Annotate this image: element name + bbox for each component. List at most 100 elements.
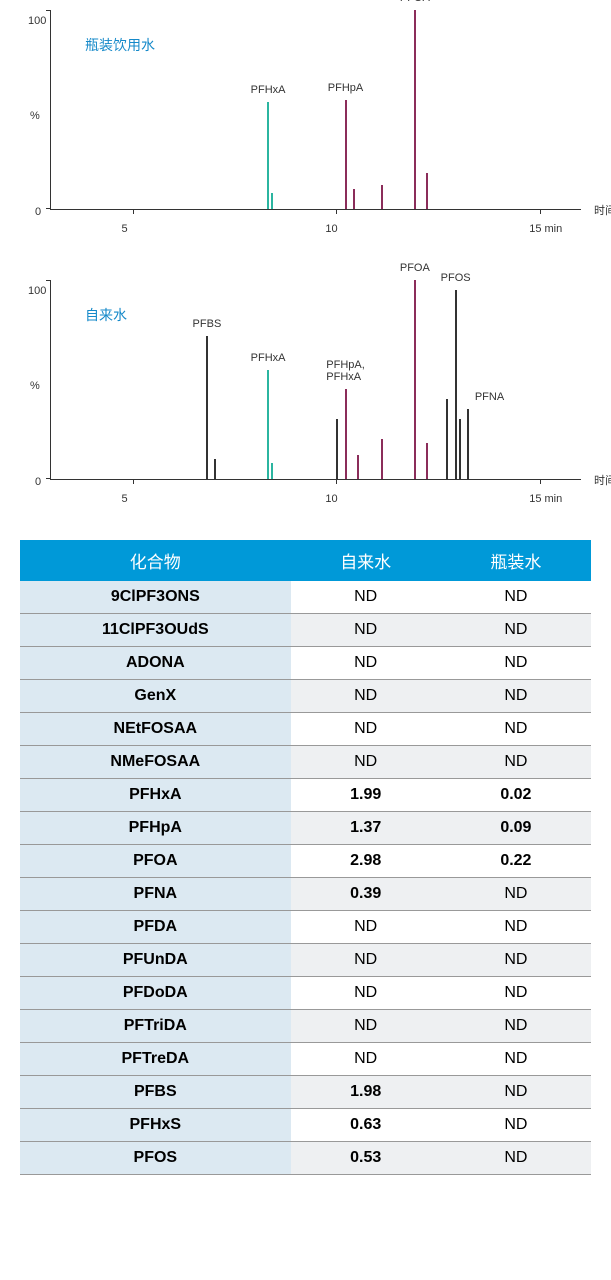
table-row: PFOS0.53ND [20,1142,591,1175]
table-header-row: 化合物 自来水 瓶装水 [20,540,591,581]
table-row: GenXNDND [20,680,591,713]
chromatogram-peak: PFHpA,PFHxA [345,389,347,479]
cell-tap: ND [291,680,441,713]
cell-bottle: ND [441,614,591,647]
cell-bottle: ND [441,713,591,746]
x-tick-label: 15 min [529,493,562,505]
cell-compound: 9ClPF3ONS [20,581,291,614]
cell-bottle: ND [441,1010,591,1043]
cell-tap: 0.39 [291,878,441,911]
results-table-container: 化合物 自来水 瓶装水 9ClPF3ONSNDND11ClPF3OUdSNDND… [0,540,611,1195]
cell-bottle: 0.02 [441,779,591,812]
cell-tap: 0.53 [291,1142,441,1175]
table-row: PFTreDANDND [20,1043,591,1076]
x-tick-label: 10 [325,223,337,235]
table-row: PFHxA1.990.02 [20,779,591,812]
cell-compound: PFTreDA [20,1043,291,1076]
cell-bottle: 0.22 [441,845,591,878]
chart-tap-water: 自来水 100 % 0 PFBSPFHxAPFHpA,PFHxAPFOAPFOS… [0,270,611,540]
chromatogram-peak: PFBS [206,336,208,479]
cell-tap: ND [291,647,441,680]
chromatogram-peak: PFHxA [267,102,269,209]
cell-bottle: ND [441,680,591,713]
chromatogram-peak: PFOS [455,290,457,479]
chromatogram-peak: PFHpA [345,100,347,209]
peak-label: PFHpA,PFHxA [326,359,365,383]
peak-label: PFHxA [251,84,286,96]
cell-compound: PFOS [20,1142,291,1175]
col-bottled-water: 瓶装水 [441,540,591,581]
x-tick-label: 15 min [529,223,562,235]
cell-compound: PFDA [20,911,291,944]
x-tick-label: 5 [122,493,128,505]
table-row: 9ClPF3ONSNDND [20,581,591,614]
cell-bottle: 0.09 [441,812,591,845]
cell-compound: NMeFOSAA [20,746,291,779]
chromatogram-peak: PFNA [467,409,469,479]
cell-compound: PFDoDA [20,977,291,1010]
chart1-plot-area: PFHxAPFHpAPFOA [50,10,581,210]
cell-bottle: ND [441,911,591,944]
cell-compound: NEtFOSAA [20,713,291,746]
x-axis-title: 时间 [594,202,611,218]
cell-compound: PFHxS [20,1109,291,1142]
cell-bottle: ND [441,1109,591,1142]
cell-compound: PFTriDA [20,1010,291,1043]
cell-tap: ND [291,1043,441,1076]
cell-tap: ND [291,1010,441,1043]
cell-compound: PFOA [20,845,291,878]
cell-bottle: ND [441,1076,591,1109]
cell-bottle: ND [441,1043,591,1076]
cell-compound: 11ClPF3OUdS [20,614,291,647]
cell-compound: PFUnDA [20,944,291,977]
cell-tap: 1.99 [291,779,441,812]
table-row: PFDoDANDND [20,977,591,1010]
y-max-label: 100 [28,15,46,27]
peak-label: PFOA [400,0,430,4]
table-row: PFNA0.39ND [20,878,591,911]
cell-compound: PFNA [20,878,291,911]
cell-bottle: ND [441,746,591,779]
cell-tap: 0.63 [291,1109,441,1142]
table-row: PFHxS0.63ND [20,1109,591,1142]
cell-compound: PFBS [20,1076,291,1109]
cell-tap: ND [291,977,441,1010]
cell-tap: ND [291,746,441,779]
cell-compound: ADONA [20,647,291,680]
table-row: PFOA2.980.22 [20,845,591,878]
cell-bottle: ND [441,878,591,911]
cell-compound: PFHxA [20,779,291,812]
peak-label: PFOS [441,272,471,284]
y-max-label: 100 [28,285,46,297]
x-tick-label: 10 [325,493,337,505]
chromatogram-peak: PFHxA [267,370,269,479]
chromatogram-peak: PFOA [414,280,416,479]
cell-compound: GenX [20,680,291,713]
cell-tap: ND [291,581,441,614]
col-compound: 化合物 [20,540,291,581]
peak-label: PFBS [193,318,222,330]
table-row: 11ClPF3OUdSNDND [20,614,591,647]
table-row: NMeFOSAANDND [20,746,591,779]
peak-label: PFNA [475,391,504,403]
cell-tap: ND [291,911,441,944]
table-row: NEtFOSAANDND [20,713,591,746]
y-min-label: 0 [35,476,41,488]
cell-compound: PFHpA [20,812,291,845]
cell-tap: ND [291,944,441,977]
chart-bottled-water: 瓶装饮用水 100 % 0 PFHxAPFHpAPFOA 时间 51015 mi… [0,0,611,270]
x-axis-title: 时间 [594,472,611,488]
cell-bottle: ND [441,977,591,1010]
cell-bottle: ND [441,647,591,680]
y-axis-label: % [30,380,40,392]
cell-tap: ND [291,614,441,647]
table-row: PFBS1.98ND [20,1076,591,1109]
cell-bottle: ND [441,1142,591,1175]
cell-tap: ND [291,713,441,746]
peak-label: PFHpA [328,82,363,94]
peak-label: PFOA [400,262,430,274]
table-row: PFUnDANDND [20,944,591,977]
chart2-plot-area: PFBS PFHxA PFHpA,PFHxA PFOA PFOS PFNA [50,280,581,480]
cell-bottle: ND [441,944,591,977]
results-table: 化合物 自来水 瓶装水 9ClPF3ONSNDND11ClPF3OUdSNDND… [20,540,591,1175]
